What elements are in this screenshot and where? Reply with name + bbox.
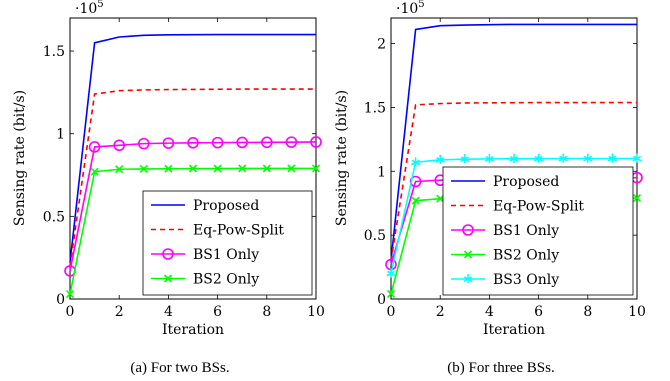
legend-label: Eq-Pow-Split	[493, 199, 584, 215]
data-point-marker	[236, 136, 248, 149]
x-tick-label: 0	[387, 304, 396, 320]
data-point-marker	[90, 167, 99, 176]
legend-label: Proposed	[493, 174, 559, 190]
y-axis-multiplier-exponent: 5	[97, 0, 103, 10]
legend-marker	[463, 274, 473, 284]
data-point-marker	[88, 141, 101, 153]
data-point-marker	[262, 164, 271, 173]
data-point-marker	[162, 137, 175, 149]
x-tick-label: 4	[485, 304, 494, 320]
data-point-marker	[188, 164, 198, 173]
legend-marker	[162, 248, 174, 260]
y-axis-multiplier: ·105	[75, 0, 104, 17]
x-tick-label: 10	[307, 304, 325, 320]
y-axis-multiplier-exponent: 5	[418, 0, 424, 10]
legend-label: BS2 Only	[493, 248, 559, 264]
legend-marker	[163, 274, 173, 283]
y-tick-label: 1.5	[364, 100, 386, 116]
x-tick-label: 2	[115, 304, 124, 320]
legend-label: BS1 Only	[193, 247, 259, 263]
data-point-marker	[187, 136, 199, 149]
data-point-marker	[460, 154, 470, 164]
y-tick-label: 2	[377, 37, 386, 53]
y-tick-label: 0	[377, 292, 386, 308]
x-tick-label: 2	[436, 304, 445, 320]
x-tick-label: 8	[583, 304, 592, 320]
data-point-marker	[139, 164, 148, 173]
x-tick-label: 8	[262, 304, 271, 320]
chart-panel-2: 0 2 4 6 8 10 0 0.5 1 1.5 2 ·105 Iteration Sensing rat…	[334, 0, 646, 376]
x-tick-label: 4	[164, 304, 173, 320]
data-point-marker	[558, 153, 568, 163]
x-tick-label: 6	[213, 304, 222, 320]
data-point-marker	[607, 153, 618, 163]
x-tick-label: 10	[628, 304, 646, 320]
legend-label: BS3 Only	[493, 272, 559, 288]
data-point-marker	[533, 153, 544, 163]
series-line-eq-pow-split	[69, 88, 316, 267]
data-point-marker	[632, 194, 642, 203]
y-axis-label: Sensing rate (bit/s)	[334, 90, 350, 226]
y-axis-multiplier: ·105	[396, 0, 425, 17]
legend-label: BS1 Only	[493, 223, 559, 239]
data-point-marker	[287, 164, 296, 173]
y-tick-label: 0.5	[364, 228, 386, 244]
y-tick-label: 0.5	[43, 209, 65, 225]
legend-marker	[462, 224, 474, 236]
y-tick-label: 0	[56, 292, 65, 308]
y-tick-label: 1.5	[43, 44, 65, 60]
figure-caption: (b) For three BSs.	[447, 360, 555, 376]
legend-marker	[463, 250, 473, 259]
series-line-proposed	[69, 33, 316, 263]
data-point-marker	[164, 164, 173, 173]
chart-panel-1: 0 2 4 6 8 10 0 0.5 1 1.5 ·105 Iteration Sensing rate…	[12, 0, 325, 376]
x-tick-label: 0	[66, 304, 75, 320]
y-axis-label: Sensing rate (bit/s)	[12, 90, 28, 226]
data-point-marker	[311, 164, 321, 173]
data-point-marker	[113, 139, 125, 152]
plot-frame	[69, 17, 317, 300]
y-tick-label: 1	[377, 164, 386, 180]
x-tick-label: 6	[534, 304, 543, 320]
data-point-marker	[484, 153, 495, 164]
data-point-marker	[211, 136, 224, 149]
data-point-marker	[238, 164, 247, 173]
x-axis-label: Iteration	[483, 322, 545, 338]
data-point-marker	[115, 165, 124, 174]
legend-label: Proposed	[193, 198, 259, 214]
data-point-marker	[583, 153, 593, 163]
series-line-eq-pow-split	[390, 101, 637, 261]
legend-label: Eq-Pow-Split	[193, 223, 284, 239]
x-axis-label: Iteration	[162, 322, 224, 338]
legend-label: BS2 Only	[193, 272, 259, 288]
data-point-marker	[386, 289, 396, 298]
y-tick-label: 1	[56, 127, 65, 143]
data-point-marker	[435, 154, 445, 164]
series-line-bs1-only	[69, 141, 317, 272]
data-point-marker	[410, 157, 421, 167]
data-point-marker	[411, 196, 420, 205]
data-point-marker	[310, 136, 322, 148]
legend-box	[142, 190, 313, 296]
data-point-marker	[386, 268, 396, 278]
legend-box	[442, 166, 634, 296]
data-point-marker	[285, 136, 298, 148]
data-point-marker	[138, 137, 150, 150]
legend: Proposed Eq-Pow-Split BS1 Only BS2 Only	[142, 190, 313, 296]
data-point-marker	[509, 153, 519, 163]
data-point-marker	[65, 289, 75, 299]
data-point-marker	[632, 153, 642, 163]
series-line-proposed	[390, 23, 637, 261]
data-point-marker	[436, 194, 445, 203]
data-point-marker	[260, 136, 273, 149]
figure-caption: (a) For two BSs.	[130, 360, 229, 376]
data-point-marker	[213, 164, 222, 173]
legend: Proposed Eq-Pow-Split BS1 Only BS2 Only BS3 …	[442, 166, 634, 296]
